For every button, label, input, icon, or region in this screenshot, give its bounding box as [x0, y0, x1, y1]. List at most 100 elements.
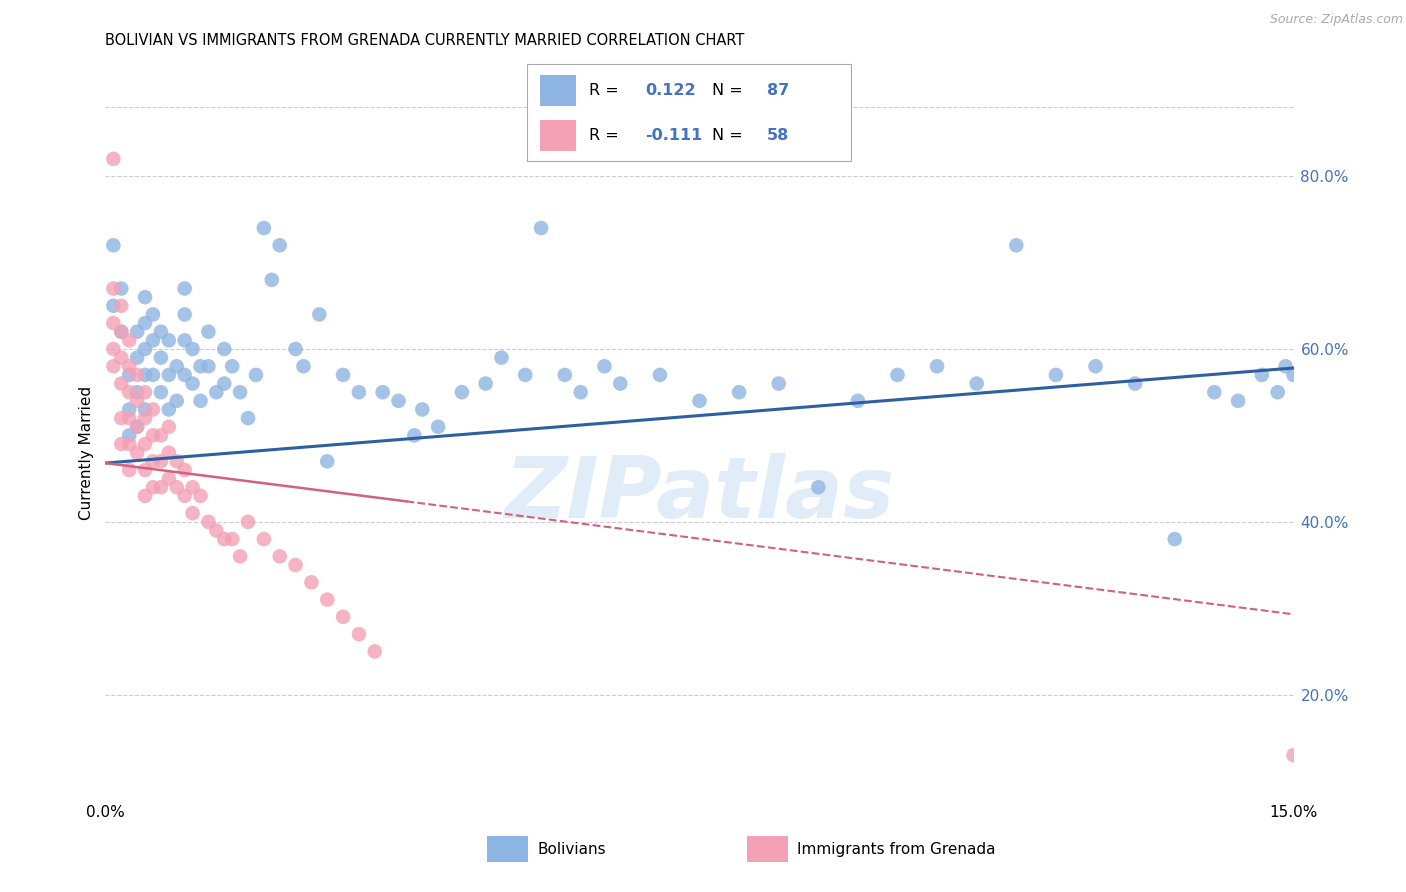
Point: [127, 419, 149, 434]
Point: [157, 368, 180, 382]
Point: [1045, 368, 1067, 382]
Point: [609, 376, 631, 391]
Point: [173, 281, 195, 295]
Point: [127, 393, 149, 408]
Point: [214, 376, 236, 391]
Point: [103, 152, 125, 166]
Point: [1267, 385, 1289, 400]
Point: [127, 368, 149, 382]
Text: Bolivians: Bolivians: [537, 842, 606, 856]
Point: [332, 610, 354, 624]
Point: [269, 238, 291, 252]
Point: [142, 402, 165, 417]
Point: [1274, 359, 1296, 374]
Point: [118, 385, 141, 400]
Point: [142, 368, 165, 382]
Point: [134, 437, 156, 451]
Point: [197, 515, 219, 529]
Point: [387, 393, 409, 408]
Point: [118, 437, 141, 451]
Point: [1282, 748, 1305, 763]
Point: [332, 368, 354, 382]
Point: [118, 368, 141, 382]
Point: [166, 393, 188, 408]
Point: [142, 334, 165, 348]
Text: Immigrants from Grenada: Immigrants from Grenada: [797, 842, 995, 856]
Point: [134, 316, 156, 330]
Point: [127, 446, 149, 460]
Point: [1250, 368, 1272, 382]
Point: [316, 592, 339, 607]
Point: [299, 575, 322, 590]
Point: [118, 463, 141, 477]
Point: [371, 385, 394, 400]
Point: [554, 368, 576, 382]
Point: [229, 385, 252, 400]
Point: [181, 376, 204, 391]
Point: [173, 334, 195, 348]
Point: [197, 359, 219, 374]
Point: [134, 402, 156, 417]
Point: [214, 532, 236, 546]
Point: [173, 368, 195, 382]
Point: [127, 325, 149, 339]
Point: [236, 411, 259, 425]
Point: [253, 221, 276, 235]
Point: [142, 480, 165, 494]
Point: [807, 480, 830, 494]
Point: [103, 238, 125, 252]
Point: [474, 376, 496, 391]
Point: [648, 368, 671, 382]
Point: [205, 385, 228, 400]
Point: [347, 627, 370, 641]
Point: [260, 273, 283, 287]
Point: [1204, 385, 1226, 400]
Point: [404, 428, 426, 442]
Point: [110, 411, 132, 425]
Point: [149, 351, 172, 365]
Point: [269, 549, 291, 564]
Point: [157, 419, 180, 434]
Text: BOLIVIAN VS IMMIGRANTS FROM GRENADA CURRENTLY MARRIED CORRELATION CHART: BOLIVIAN VS IMMIGRANTS FROM GRENADA CURR…: [105, 33, 745, 47]
Point: [149, 480, 172, 494]
Point: [149, 325, 172, 339]
Point: [221, 532, 243, 546]
Point: [110, 299, 132, 313]
Point: [1227, 393, 1250, 408]
Point: [173, 489, 195, 503]
Point: [1005, 238, 1028, 252]
Point: [149, 454, 172, 468]
Point: [118, 411, 141, 425]
Point: [166, 359, 188, 374]
Point: [134, 463, 156, 477]
Point: [846, 393, 869, 408]
Point: [689, 393, 711, 408]
Point: [142, 454, 165, 468]
Point: [118, 359, 141, 374]
Point: [292, 359, 315, 374]
Point: [284, 558, 307, 572]
Point: [1164, 532, 1187, 546]
Point: [347, 385, 370, 400]
FancyBboxPatch shape: [527, 64, 851, 161]
Point: [118, 402, 141, 417]
Point: [103, 342, 125, 356]
Bar: [540, 120, 576, 151]
Point: [190, 359, 212, 374]
Point: [569, 385, 592, 400]
Point: [364, 644, 387, 658]
Point: [127, 419, 149, 434]
Point: [103, 299, 125, 313]
Point: [1123, 376, 1146, 391]
Point: [134, 489, 156, 503]
Point: [530, 221, 553, 235]
Point: [411, 402, 433, 417]
Point: [515, 368, 537, 382]
Point: [245, 368, 267, 382]
Text: Source: ZipAtlas.com: Source: ZipAtlas.com: [1270, 13, 1403, 26]
Point: [127, 351, 149, 365]
Point: [166, 480, 188, 494]
Point: [886, 368, 908, 382]
Point: [134, 385, 156, 400]
Text: ZIPatlas: ZIPatlas: [505, 452, 894, 536]
